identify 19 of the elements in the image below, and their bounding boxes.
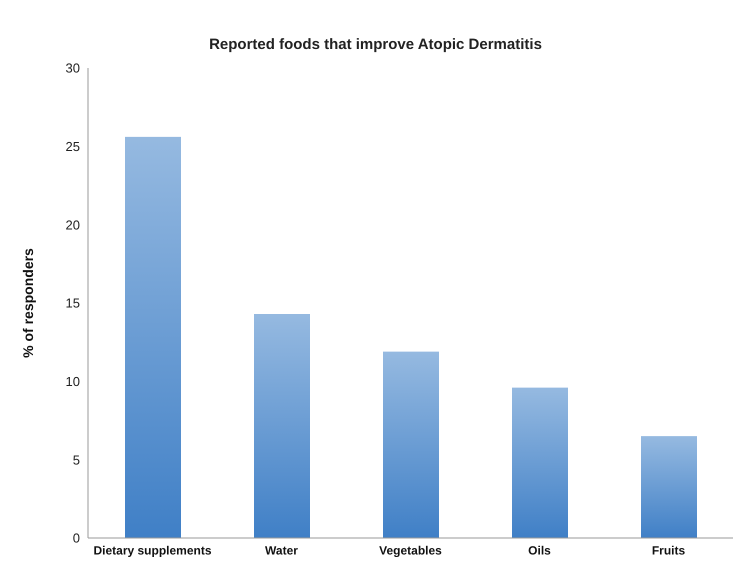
y-tick-label: 30 [66,60,80,76]
chart-title: Reported foods that improve Atopic Dermatitis [208,35,543,55]
bar [125,136,181,538]
y-tick-label: 5 [72,452,80,468]
x-tick-label: Vegetables [379,544,442,558]
y-tick-label: 20 [66,217,80,232]
y-tick-label: 10 [66,374,80,389]
x-tick-label: Oils [528,544,552,558]
bar [512,388,568,538]
x-tick-label: Water [265,544,298,558]
bar [254,314,310,538]
bar [383,352,439,538]
y-tick-label: 0 [72,530,80,546]
bar [641,436,697,538]
y-axis-title: % of responders [20,248,36,358]
y-tick-label: 25 [66,138,80,154]
x-tick-label: Fruits [652,544,686,558]
y-tick-label: 15 [66,296,80,311]
x-tick-label: Dietary supplements [93,544,212,558]
